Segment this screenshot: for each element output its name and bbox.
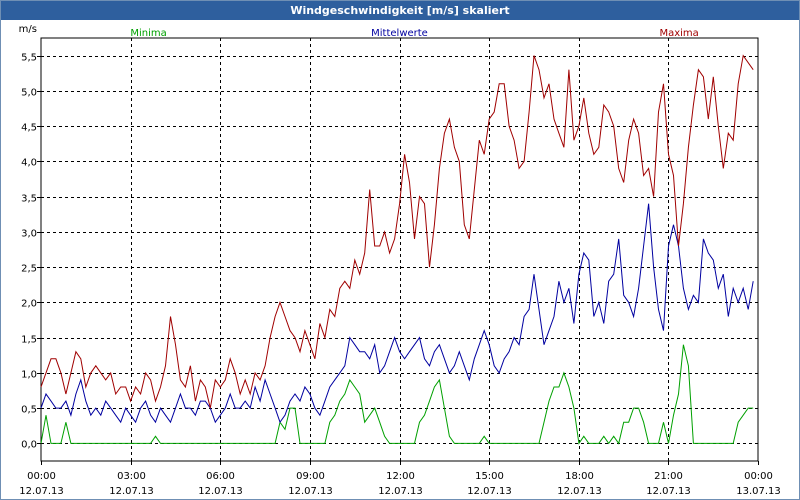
y-tick-label: 1,5 [21, 335, 37, 346]
x-tick-time: 06:00 [206, 471, 235, 482]
y-axis-label: m/s [19, 24, 37, 35]
y-tick-label: 3,0 [21, 229, 37, 240]
y-tick-label: 1,0 [21, 370, 37, 381]
x-tick-time: 12:00 [386, 471, 415, 482]
x-tick-time: 21:00 [654, 471, 683, 482]
x-tick-date: 13.07.13 [736, 486, 781, 497]
legend-mittelwerte: Mittelwerte [371, 28, 428, 39]
x-tick-time: 03:00 [117, 471, 146, 482]
x-tick-date: 12.07.13 [288, 486, 333, 497]
y-tick-label: 3,5 [21, 194, 37, 205]
legend-maxima: Maxima [659, 28, 698, 39]
x-tick-date: 12.07.13 [378, 486, 423, 497]
x-tick-date: 12.07.13 [646, 486, 691, 497]
x-tick-time: 15:00 [475, 471, 504, 482]
y-tick-label: 4,0 [21, 158, 37, 169]
x-tick-date: 12.07.13 [109, 486, 154, 497]
window-title: Windgeschwindigkeit [m/s] skaliert [1, 1, 799, 20]
series-line-maxima [40, 54, 754, 409]
series-line-mittelwerte [40, 203, 754, 424]
series-line-minima [40, 344, 754, 445]
legend-minima: Minima [130, 28, 166, 39]
y-tick-label: 5,0 [21, 88, 37, 99]
plot-area [40, 37, 759, 462]
y-tick-label: 0,5 [21, 405, 37, 416]
x-tick-date: 12.07.13 [557, 486, 602, 497]
x-tick-date: 12.07.13 [467, 486, 512, 497]
y-tick-label: 5,5 [21, 53, 37, 64]
x-tick-time: 00:00 [744, 471, 773, 482]
y-tick-label: 2,0 [21, 299, 37, 310]
x-tick-date: 12.07.13 [198, 486, 243, 497]
y-tick-label: 0,0 [21, 440, 37, 451]
x-tick-time: 09:00 [296, 471, 325, 482]
y-tick-label: 2,5 [21, 264, 37, 275]
x-tick-time: 00:00 [27, 471, 56, 482]
y-tick-label: 4,5 [21, 123, 37, 134]
x-tick-time: 18:00 [565, 471, 594, 482]
x-tick-date: 12.07.13 [19, 486, 64, 497]
